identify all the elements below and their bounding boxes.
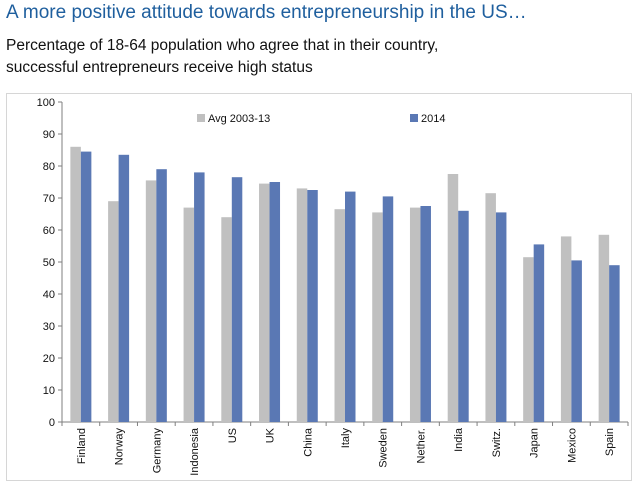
x-tick-label: Finland — [76, 428, 88, 464]
y-axis: 0 10 20 30 40 50 60 70 80 90 100 — [37, 97, 63, 429]
x-tick-label: Sweden — [378, 428, 390, 468]
legend-swatch-avg — [197, 114, 205, 122]
bar-avg-2003-13-finland — [70, 146, 81, 423]
y-tick-label: 10 — [43, 385, 55, 397]
y-tick-label: 20 — [43, 353, 55, 365]
x-tick-label: India — [453, 427, 465, 452]
bar-avg-2003-13-spain — [598, 234, 610, 422]
bar-avg-2003-13-italy — [334, 209, 345, 422]
bar-avg-2003-13-nether — [409, 207, 421, 422]
bars — [70, 146, 620, 423]
bar-avg-2003-13-indonesia — [183, 207, 195, 422]
bar-avg-2003-13-india — [447, 174, 459, 422]
bar-avg-2003-13-germany — [145, 180, 157, 422]
bar-2014-sweden — [382, 196, 394, 422]
y-tick-label: 60 — [43, 225, 55, 237]
bar-avg-2003-13-mexico — [560, 236, 572, 422]
x-tick-label: Nether. — [415, 428, 427, 463]
x-tick-label: Indonesia — [189, 427, 201, 476]
chart-frame — [6, 93, 632, 481]
x-tick-label: China — [302, 427, 314, 457]
bar-avg-2003-13-us — [221, 217, 232, 422]
bar-2014-china — [307, 190, 318, 422]
x-tick-label: Norway — [114, 428, 126, 466]
x-tick-label: UK — [265, 427, 277, 443]
bar-2014-uk — [269, 182, 281, 422]
y-tick-label: 90 — [43, 129, 55, 141]
y-tick-label: 100 — [37, 97, 55, 109]
chart-subtitle: Percentage of 18-64 population who agree… — [6, 35, 438, 79]
bar-2014-mexico — [571, 260, 582, 422]
bar-avg-2003-13-sweden — [372, 212, 383, 422]
bar-avg-2003-13-china — [296, 188, 308, 422]
subtitle-line-2: successful entrepreneurs receive high st… — [6, 59, 313, 76]
bar-avg-2003-13-norway — [108, 201, 119, 422]
bar-2014-italy — [345, 191, 356, 422]
x-tick-label: Switz. — [491, 428, 503, 457]
bar-2014-nether — [420, 206, 431, 422]
bar-2014-switz — [495, 212, 507, 422]
bar-avg-2003-13-uk — [259, 183, 270, 422]
bar-avg-2003-13-japan — [523, 257, 534, 422]
y-tick-label: 70 — [43, 193, 55, 205]
x-tick-label: Japan — [529, 428, 541, 458]
legend-swatch-2014 — [410, 114, 418, 122]
y-tick-label: 40 — [43, 289, 55, 301]
bar-2014-us — [231, 177, 243, 422]
bar-avg-2003-13-switz — [485, 193, 496, 422]
x-tick-label: US — [227, 428, 239, 443]
legend-label-2014: 2014 — [421, 113, 445, 125]
y-tick-label: 0 — [49, 417, 55, 429]
legend-label-avg: Avg 2003-13 — [208, 113, 270, 125]
subtitle-line-1: Percentage of 18-64 population who agree… — [6, 37, 439, 54]
legend: Avg 2003-13 2014 — [197, 113, 445, 125]
chart-title: A more positive attitude towards entrepr… — [6, 2, 527, 23]
bar-2014-spain — [609, 265, 620, 422]
bar-2014-norway — [118, 154, 130, 423]
x-tick-label: Mexico — [566, 428, 578, 463]
x-tick-label: Germany — [151, 428, 163, 474]
x-tick-label: Spain — [604, 428, 616, 456]
x-axis: Finland Norway Germany Indonesia US UK China It… — [61, 421, 629, 476]
y-tick-label: 50 — [43, 257, 55, 269]
bar-2014-finland — [80, 151, 92, 422]
y-tick-label: 80 — [43, 161, 55, 173]
y-tick-label: 30 — [43, 321, 55, 333]
bar-2014-indonesia — [194, 172, 205, 422]
bar-2014-japan — [533, 244, 545, 422]
bar-2014-germany — [156, 169, 167, 422]
bar-2014-india — [458, 210, 469, 422]
x-tick-label: Italy — [340, 428, 352, 449]
